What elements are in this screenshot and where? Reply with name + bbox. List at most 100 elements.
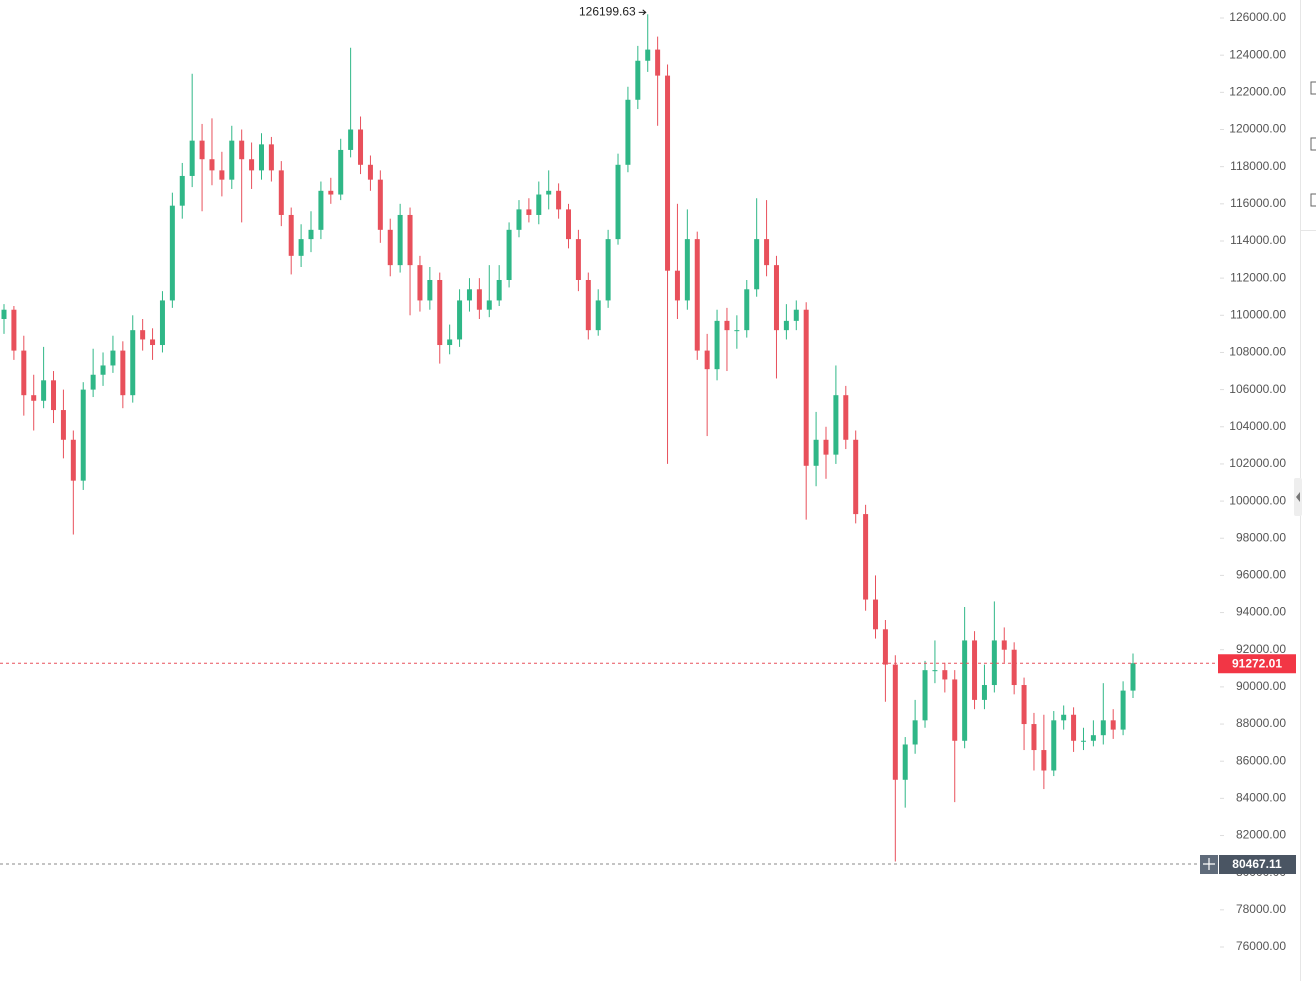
y-tick-label: 108000.00 [1229, 345, 1286, 359]
candle-body [318, 190, 324, 230]
candle-body [526, 209, 532, 215]
candle-body [140, 330, 146, 340]
y-tick-label: 76000.00 [1236, 939, 1286, 953]
y-tick-label: 106000.00 [1229, 382, 1286, 396]
candle-body [249, 159, 255, 171]
candle-body [1001, 640, 1007, 650]
high-price-label: 126199.63 [579, 4, 636, 18]
y-tick-label: 122000.00 [1229, 85, 1286, 99]
candle-body [645, 49, 651, 61]
y-tick-label: 96000.00 [1236, 568, 1286, 582]
candle-body [635, 60, 641, 100]
candle-body [397, 214, 403, 266]
y-tick-label: 92000.00 [1236, 642, 1286, 656]
candle-body [833, 395, 839, 455]
high-price-arrow [638, 9, 647, 16]
candle-body [942, 670, 948, 680]
candle-body [189, 140, 195, 176]
candle-body [1090, 735, 1096, 741]
y-tick-label: 98000.00 [1236, 530, 1286, 544]
candle-body [1061, 714, 1067, 721]
crosshair-price-box [1219, 855, 1296, 875]
y-tick-label: 78000.00 [1236, 902, 1286, 916]
candle-body [80, 389, 86, 481]
y-tick-label: 86000.00 [1236, 753, 1286, 767]
panel-handle-arrow [1296, 492, 1300, 502]
candle-body [556, 190, 562, 210]
candle-body [298, 239, 304, 256]
candle-body [615, 164, 621, 240]
candle-body [377, 179, 383, 230]
price-axis: 76000.0078000.0080000.0082000.0084000.00… [1220, 10, 1286, 953]
y-tick-label: 102000.00 [1229, 456, 1286, 470]
y-tick-label: 104000.00 [1229, 419, 1286, 433]
candle-body [1011, 649, 1017, 686]
candle-body [199, 140, 205, 160]
y-tick-label: 84000.00 [1236, 791, 1286, 805]
candle-body [754, 239, 760, 290]
candle-body [476, 289, 482, 310]
y-tick-label: 120000.00 [1229, 122, 1286, 136]
last-price-label: 91272.01 [1232, 656, 1282, 670]
candle-body [694, 239, 700, 351]
y-tick-label: 118000.00 [1230, 159, 1286, 173]
candle-body [665, 75, 671, 271]
candle-body [417, 265, 423, 301]
candle-body [1120, 690, 1126, 730]
candle-body [159, 300, 165, 346]
candle-body [506, 229, 512, 280]
candle-body [219, 170, 225, 180]
candle-body [546, 190, 552, 195]
y-tick-label: 114000.00 [1230, 233, 1286, 247]
candle-body [1021, 685, 1027, 725]
candle-body [655, 49, 661, 76]
candle-body [853, 439, 859, 515]
candle-body [130, 330, 136, 396]
candle-body [892, 664, 898, 780]
overlay: 126199.63 91272.01 80467.11 [0, 4, 1296, 875]
candle-body [60, 410, 66, 440]
candle-body [348, 129, 354, 150]
candle-body [783, 320, 789, 331]
candle-body [981, 685, 987, 700]
candle-body [873, 599, 879, 630]
candle-body [714, 320, 720, 370]
candle-body [278, 170, 284, 215]
candle-body [110, 350, 116, 366]
candle-body [972, 640, 978, 700]
y-tick-label: 90000.00 [1236, 679, 1286, 693]
candle-body [209, 159, 215, 171]
candle-body [288, 214, 294, 256]
candle-body [863, 514, 869, 600]
tool-icon[interactable] [1310, 81, 1316, 95]
candle-body [150, 339, 156, 346]
candle-body [169, 205, 175, 301]
candle-body [427, 279, 433, 301]
y-tick-label: 82000.00 [1236, 828, 1286, 842]
tool-icon[interactable] [1310, 193, 1316, 207]
candle-body [179, 175, 185, 206]
candle-body [308, 229, 314, 240]
candle-body [764, 239, 770, 266]
candle-body [51, 380, 57, 411]
tool-icon[interactable] [1310, 137, 1316, 151]
candle-body [1041, 750, 1047, 771]
candle-body [41, 380, 47, 401]
candle-body [496, 279, 502, 301]
candle-body [358, 129, 364, 165]
candle-body [991, 640, 997, 686]
candle-body [566, 209, 571, 240]
candle-body [536, 194, 542, 215]
candle-body [595, 300, 601, 331]
candle-body [229, 140, 235, 180]
candle-body [585, 279, 591, 331]
candle-body [486, 300, 492, 310]
y-tick-label: 116000.00 [1230, 196, 1286, 210]
candle-body [466, 289, 472, 301]
candle-body [31, 395, 37, 401]
y-tick-label: 126000.00 [1229, 10, 1286, 24]
candle-body [338, 149, 344, 195]
crosshair-price-label: 80467.11 [1232, 857, 1282, 871]
candle-body [932, 670, 938, 672]
y-tick-label: 110000.00 [1230, 307, 1286, 321]
